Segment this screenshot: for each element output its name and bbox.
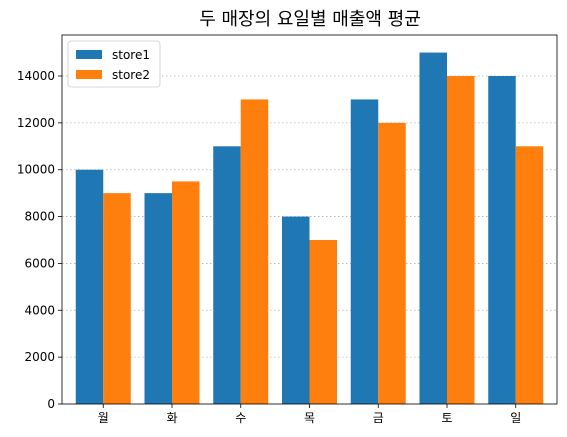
- bar-store1-6: [488, 76, 516, 404]
- x-tick-label: 토: [441, 411, 452, 425]
- bar-store2-2: [240, 99, 269, 404]
- bar-store1-5: [419, 52, 447, 404]
- bar-store2-6: [515, 146, 544, 405]
- bar-store2-0: [103, 193, 131, 404]
- bar-store1-1: [144, 193, 172, 404]
- y-tick-label: 12000: [17, 116, 55, 130]
- y-tick-label: 2000: [24, 350, 55, 364]
- x-tick-label: 일: [510, 411, 521, 425]
- y-tick-label: 14000: [17, 69, 55, 83]
- x-tick-label: 금: [373, 411, 384, 425]
- legend-label-store2: store2: [112, 68, 150, 82]
- legend-swatch-store1: [76, 50, 102, 59]
- bar-store2-4: [378, 122, 406, 404]
- bar-store2-1: [172, 181, 200, 404]
- legend-swatch-store2: [76, 70, 102, 79]
- bar-store2-5: [447, 76, 475, 404]
- legend: store1 store2: [67, 40, 161, 88]
- y-tick-label: 4000: [24, 303, 55, 317]
- y-tick-label: 8000: [24, 210, 55, 224]
- y-tick-label: 10000: [17, 163, 55, 177]
- y-tick-label: 6000: [24, 256, 55, 270]
- y-tick-label: 0: [47, 397, 55, 411]
- bar-store1-3: [282, 216, 310, 404]
- bar-store1-2: [213, 146, 241, 405]
- x-tick-label: 화: [166, 411, 177, 425]
- x-tick-label: 목: [304, 411, 315, 425]
- chart-title: 두 매장의 요일별 매출액 평균: [199, 9, 421, 30]
- legend-label-store1: store1: [112, 48, 150, 62]
- x-tick-label: 월: [98, 411, 109, 425]
- bars: [75, 52, 544, 405]
- x-tick-label: 수: [235, 411, 246, 425]
- bar-store2-3: [309, 240, 337, 404]
- y-axis: 0 2000 4000 6000 8000 10000 12000 14000: [17, 69, 62, 411]
- bar-store1-0: [75, 169, 104, 404]
- bar-store1-4: [350, 99, 379, 404]
